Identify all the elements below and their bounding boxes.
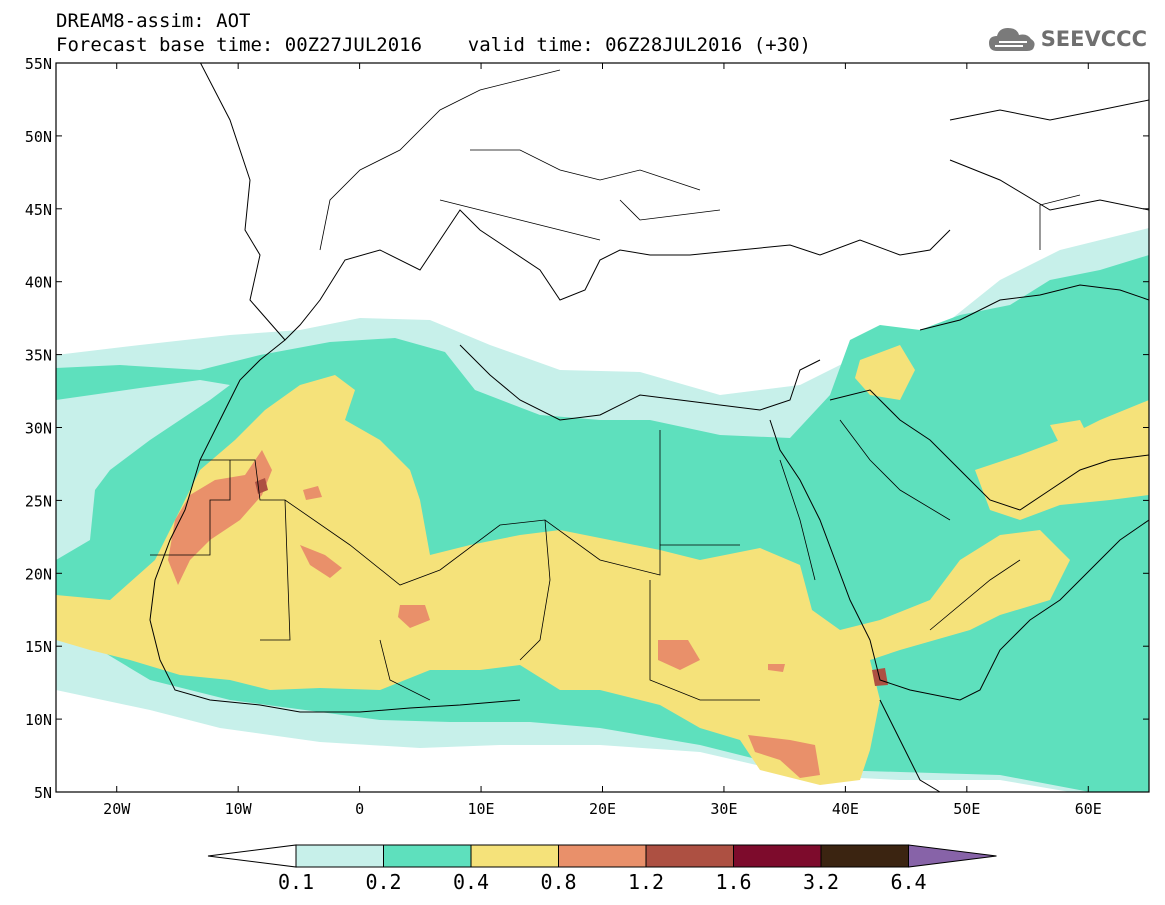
lon-tick-label: 0 [355, 800, 364, 818]
lat-tick-label: 35N [25, 347, 52, 365]
legend-label: 0.1 [278, 870, 314, 894]
legend-label: 0.2 [365, 870, 401, 894]
lon-tick-label: 60E [1075, 800, 1102, 818]
legend-swatch [820, 844, 909, 868]
lat-tick-label: 30N [25, 420, 52, 438]
lon-tick-label: 20E [589, 800, 616, 818]
legend-swatch [470, 844, 559, 868]
lat-tick-label: 40N [25, 274, 52, 292]
cloud-icon [988, 28, 1035, 51]
lat-tick-label: 20N [25, 565, 52, 583]
lat-tick-label: 15N [25, 638, 52, 656]
aot-band-0-8 [168, 450, 820, 778]
legend-label: 0.4 [453, 870, 489, 894]
legend-swatch [733, 844, 822, 868]
legend-swatch [383, 844, 472, 868]
legend-label: 3.2 [803, 870, 839, 894]
legend-high-arrow [908, 844, 997, 868]
logo-text: SEEVCCC [1040, 27, 1147, 51]
aot-band-0-4 [56, 345, 1149, 785]
lon-tick-label: 10W [225, 800, 253, 818]
lat-tick-label: 10N [25, 711, 52, 729]
legend-swatch [295, 844, 384, 868]
borders [150, 69, 1081, 701]
longitude-axis: 20W 10W 0 10E 20E 30E 40E 50E 60E [103, 63, 1102, 818]
lat-tick-label: 5N [34, 784, 52, 802]
legend-low-arrow [207, 844, 297, 868]
lat-tick-label: 50N [25, 128, 52, 146]
legend-swatch [645, 844, 734, 868]
lon-tick-label: 30E [710, 800, 737, 818]
lon-tick-label: 10E [468, 800, 495, 818]
lon-tick-label: 50E [953, 800, 980, 818]
lat-tick-label: 55N [25, 55, 52, 73]
lon-tick-label: 20W [103, 800, 131, 818]
legend-label: 1.2 [628, 870, 664, 894]
legend-label: 6.4 [890, 870, 926, 894]
lon-tick-label: 40E [832, 800, 859, 818]
lat-tick-label: 45N [25, 201, 52, 219]
map-title: DREAM8-assim: AOT [56, 10, 251, 32]
latitude-axis: 55N 50N 45N 40N 35N 30N 25N 20N 15N 10N 5N [25, 55, 1149, 802]
coastlines [149, 63, 1149, 792]
seevccc-logo: SEEVCCC [987, 24, 1147, 54]
legend-swatch [558, 844, 647, 868]
forecast-time-info: Forecast base time: 00Z27JUL2016 valid t… [56, 34, 811, 56]
color-legend: 0.1 0.2 0.4 0.8 1.2 1.6 3.2 6.4 [207, 844, 997, 894]
legend-label: 1.6 [715, 870, 751, 894]
legend-label: 0.8 [540, 870, 576, 894]
lat-tick-label: 25N [25, 492, 52, 510]
aot-field [56, 63, 1149, 792]
